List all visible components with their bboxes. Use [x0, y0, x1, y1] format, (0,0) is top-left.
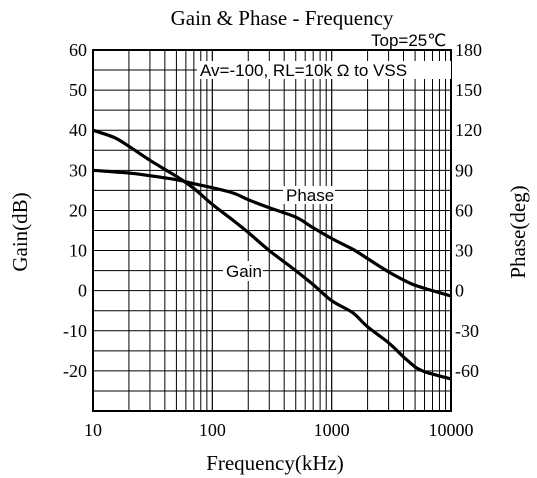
y-right-tick-label: 90 [455, 160, 473, 180]
y-left-tick-label: 30 [69, 160, 87, 180]
gain-label-bg [223, 261, 263, 281]
x-axis-label: Frequency(kHz) [206, 451, 344, 475]
y-axis-label-right: Phase(deg) [506, 185, 530, 278]
condition-box-top-bg [366, 31, 452, 49]
y-right-tick-label: 30 [455, 241, 473, 261]
y-left-tick-label: 20 [69, 200, 87, 220]
y-right-tick-label: 120 [455, 120, 482, 140]
y-left-tick-label: 50 [69, 80, 87, 100]
y-left-tick-label: 10 [69, 241, 87, 261]
y-right-tick-label: 150 [455, 80, 482, 100]
condition-temperature: Top=25℃ [371, 31, 446, 50]
gain-series-label: Gain [226, 262, 262, 281]
y-right-tick-label: -30 [455, 321, 479, 341]
y-right-tick-label: 60 [455, 200, 473, 220]
y-left-tick-label: -20 [63, 361, 87, 381]
x-tick-label: 10 [84, 420, 102, 440]
phase-series-line [92, 168, 452, 298]
phase-series-label: Phase [286, 186, 334, 205]
grid [93, 50, 451, 411]
plot-frame [92, 49, 452, 412]
y-axis-label-left: Gain(dB) [8, 192, 32, 271]
y-left-tick-label: 40 [69, 120, 87, 140]
condition-box-av-bg [197, 61, 451, 79]
chart-title: Gain & Phase - Frequency [171, 6, 394, 30]
series-lines [92, 128, 452, 381]
x-tick-label: 100 [199, 420, 226, 440]
tick-labels: 10 100 1000 100006050403020100-10-201801501… [63, 40, 482, 440]
y-left-tick-label: -10 [63, 321, 87, 341]
y-right-tick-label: 180 [455, 40, 482, 60]
condition-gain-load: Av=-100, RL=10k Ω to VSS [200, 61, 407, 80]
phase-label-bg [283, 186, 335, 204]
y-left-tick-label: 0 [78, 281, 87, 301]
y-left-tick-label: 60 [69, 40, 87, 60]
y-right-tick-label: 0 [455, 281, 464, 301]
x-tick-label: 10000 [429, 420, 474, 440]
x-tick-label: 1000 [314, 420, 350, 440]
y-right-tick-label: -60 [455, 361, 479, 381]
gain-series-line [92, 128, 452, 381]
